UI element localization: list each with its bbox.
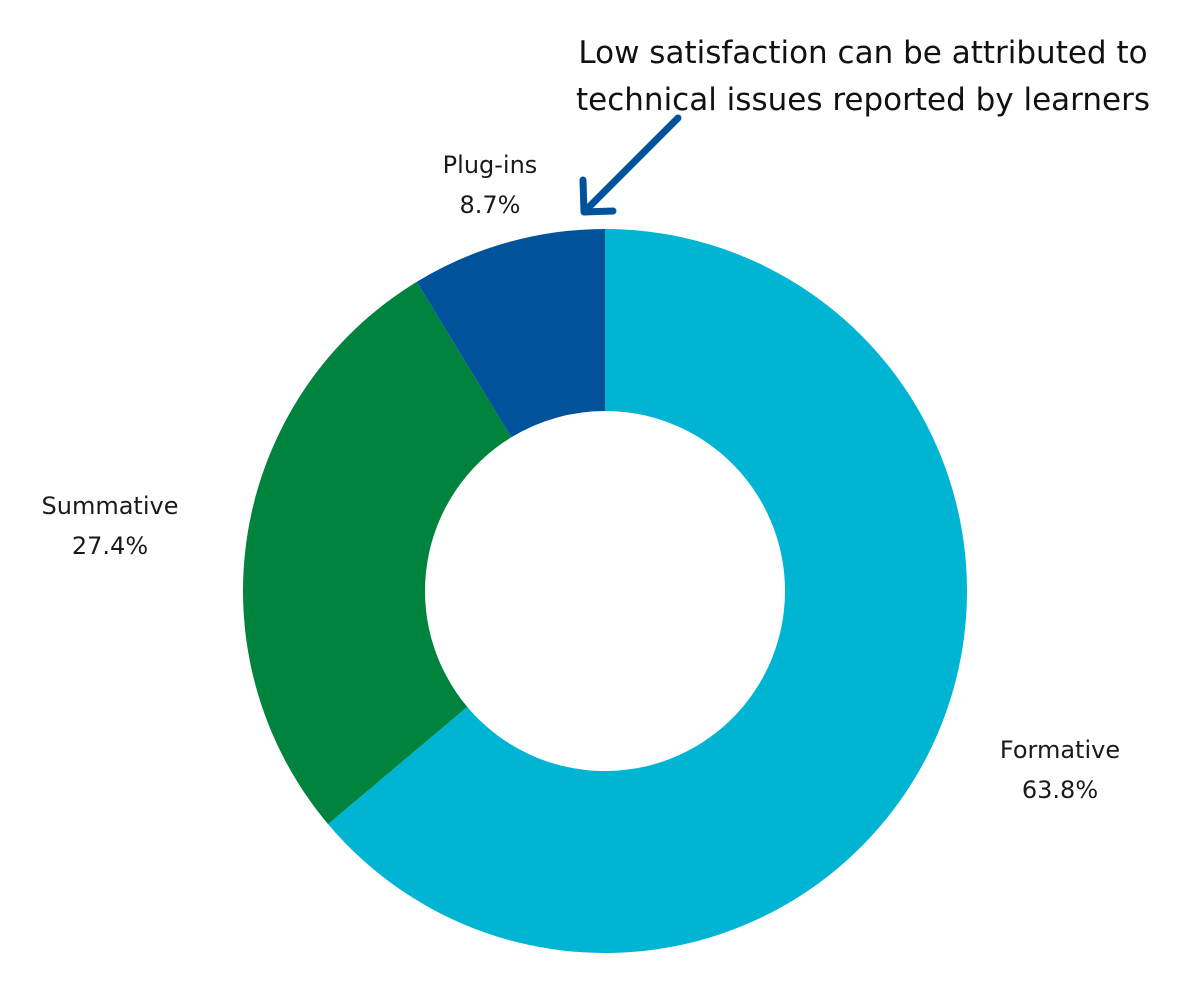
slice-label-plugins: Plug-ins 8.7% — [415, 145, 565, 225]
slice-label-formative: Formative 63.8% — [960, 730, 1160, 810]
slice-formative — [328, 229, 968, 953]
annotation-text: Low satisfaction can be attributed to te… — [548, 30, 1178, 124]
annotation-arrow — [579, 114, 682, 216]
slice-label-summative: Summative 27.4% — [10, 486, 210, 566]
slice-value-formative: 63.8% — [1021, 776, 1099, 804]
slice-name-formative: Formative — [999, 736, 1121, 764]
slice-name-plugins: Plug-ins — [442, 151, 538, 179]
donut-slices — [242, 229, 968, 953]
slice-value-plugins: 8.7% — [459, 191, 521, 219]
slice-summative — [242, 281, 512, 825]
annotation-line-2: technical issues reported by learners — [576, 82, 1150, 118]
annotation-line-1: Low satisfaction can be attributed to — [578, 35, 1148, 71]
slice-plug-ins — [416, 229, 605, 438]
slice-value-summative: 27.4% — [71, 532, 149, 560]
slice-name-summative: Summative — [41, 492, 179, 520]
